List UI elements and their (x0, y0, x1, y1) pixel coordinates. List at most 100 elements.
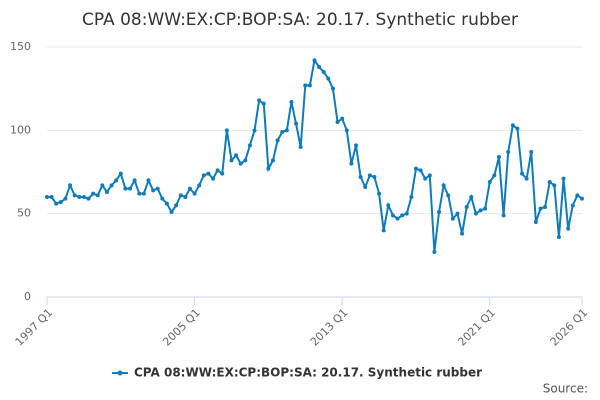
point (330, 86, 335, 91)
point (303, 83, 308, 88)
point (552, 183, 557, 188)
y-tick-label: 100 (10, 123, 31, 136)
point (317, 65, 322, 69)
point (155, 186, 160, 191)
point (123, 186, 128, 191)
point (201, 173, 206, 178)
point (137, 191, 142, 196)
point (335, 120, 340, 124)
x-tick-label: 2013 Q1 (308, 306, 351, 349)
point (224, 128, 229, 133)
point (515, 126, 520, 131)
point (418, 168, 423, 173)
point (455, 211, 460, 216)
point (506, 150, 511, 154)
point (354, 143, 359, 148)
point (386, 203, 391, 208)
point (496, 155, 501, 159)
point (340, 116, 345, 121)
point (192, 191, 197, 196)
point (543, 205, 548, 209)
point (520, 171, 525, 176)
point (538, 206, 543, 211)
x-tick-label: 2026 Q1 (548, 306, 591, 349)
point (510, 123, 515, 128)
point (432, 250, 437, 254)
point (151, 188, 156, 193)
point (128, 186, 133, 191)
point (270, 158, 275, 163)
point (450, 216, 455, 221)
point (312, 58, 317, 63)
point (91, 191, 96, 196)
point (556, 235, 561, 239)
point (243, 158, 248, 163)
point (446, 193, 451, 198)
series-line (47, 57, 583, 253)
point (289, 100, 294, 104)
point (533, 220, 538, 224)
point (234, 153, 239, 158)
point (141, 191, 146, 196)
point (566, 226, 571, 231)
point (54, 201, 59, 206)
point (326, 76, 331, 81)
point (275, 138, 280, 143)
point (501, 213, 506, 218)
point (381, 228, 386, 233)
point (77, 195, 82, 199)
point (215, 168, 220, 173)
point (460, 231, 465, 236)
y-tick-label: 50 (17, 207, 31, 220)
point (284, 128, 289, 133)
point (487, 180, 492, 184)
point (280, 130, 285, 134)
point (252, 128, 257, 133)
x-tick-label: 2005 Q1 (160, 306, 203, 349)
point (100, 183, 105, 188)
point (464, 205, 469, 209)
point (160, 196, 165, 201)
point (197, 183, 202, 188)
point (473, 211, 478, 216)
point (363, 185, 368, 189)
point (229, 158, 234, 163)
point (400, 213, 405, 218)
point (247, 143, 252, 148)
point (211, 176, 216, 181)
point (104, 190, 109, 194)
point (377, 191, 382, 196)
point (344, 128, 349, 133)
point (294, 121, 299, 126)
point (307, 83, 312, 88)
point (547, 180, 552, 184)
point (367, 173, 372, 178)
point (437, 210, 442, 214)
point (575, 193, 580, 198)
x-tick-label: 2021 Q1 (455, 306, 498, 349)
point (413, 166, 418, 171)
point (469, 195, 474, 199)
point (404, 211, 409, 216)
point (174, 203, 179, 208)
point (298, 145, 303, 149)
point (580, 196, 584, 201)
point (72, 193, 77, 198)
point (114, 178, 119, 183)
y-tick-label: 150 (10, 40, 31, 53)
point (187, 186, 192, 191)
point (266, 166, 271, 171)
point (238, 161, 243, 166)
point (68, 183, 73, 188)
point (95, 193, 100, 198)
point (81, 195, 86, 199)
point (321, 70, 326, 74)
point (358, 175, 363, 179)
source: Source: (543, 382, 588, 396)
point (372, 175, 377, 179)
point (570, 203, 575, 208)
legend-marker (117, 370, 123, 376)
point (206, 171, 211, 176)
